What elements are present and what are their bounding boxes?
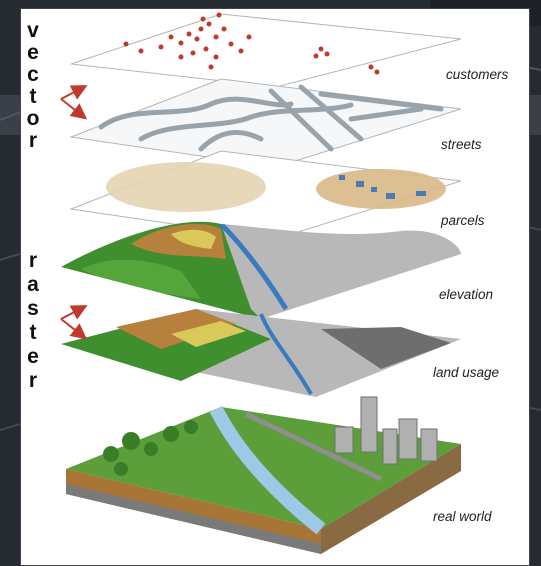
raster-letter: r [28, 369, 38, 392]
vector-arrows [60, 85, 88, 120]
layer-label-parcels: parcels [441, 213, 485, 228]
layer-label-streets: streets [441, 137, 482, 152]
real-world-block [66, 396, 461, 554]
raster-letter: a [27, 273, 39, 296]
elevation-layer [61, 221, 461, 319]
layer-label-real-world: real world [433, 509, 492, 524]
raster-arrows [60, 305, 88, 340]
streets-layer [69, 78, 462, 168]
raster-letter: e [27, 345, 39, 368]
parcels-layer [69, 150, 462, 240]
customer-points [123, 12, 380, 75]
layer-label-customers: customers [446, 67, 509, 82]
raster-letter: s [27, 297, 39, 320]
customers-layer [70, 12, 462, 88]
diagram-panel: v e c t o r r a s t e r customers street… [20, 8, 530, 566]
vector-letter: e [27, 41, 39, 64]
layer-stack [60, 12, 462, 554]
raster-letter: r [28, 249, 38, 272]
vector-letter: t [29, 85, 37, 108]
vector-letter: r [28, 129, 38, 152]
land-usage-layer [61, 309, 461, 397]
layer-label-land-usage: land usage [433, 365, 500, 380]
layer-label-elevation: elevation [439, 287, 494, 302]
vector-letter: o [26, 107, 40, 130]
raster-letter: t [29, 321, 37, 344]
vector-letter: c [27, 63, 39, 86]
vector-letter: v [27, 19, 39, 42]
